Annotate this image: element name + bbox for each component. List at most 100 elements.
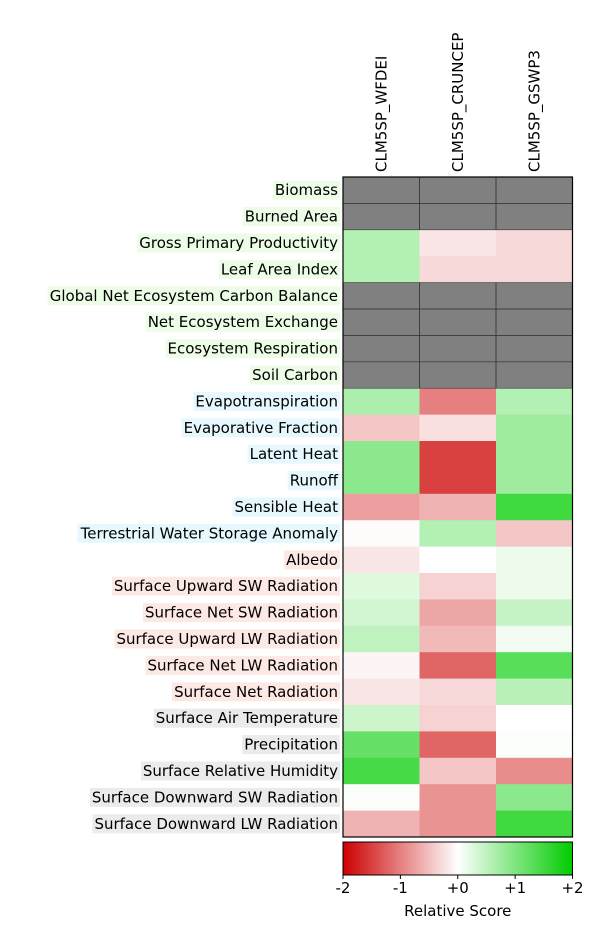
heatmap-cell: [496, 441, 573, 468]
row-label-background: [145, 655, 340, 675]
heatmap-cell: [419, 652, 497, 679]
heatmap-cell: [419, 493, 497, 521]
heatmap-cell: [496, 599, 573, 627]
row-label: Biomass: [275, 181, 338, 199]
row-label: Surface Downward LW Radiation: [94, 815, 338, 833]
heatmap-cell: [343, 652, 420, 679]
row-label: Precipitation: [244, 736, 338, 754]
heatmap-cell: [419, 203, 497, 231]
heatmap-cell: [496, 256, 573, 283]
heatmap-cell: [419, 256, 497, 283]
heatmap-cell: [343, 757, 420, 785]
row-label: Surface Upward LW Radiation: [116, 630, 338, 648]
heatmap-cell: [419, 705, 497, 732]
heatmap-cell: [343, 520, 420, 547]
row-label-background: [92, 814, 340, 834]
heatmap-cell: [343, 731, 420, 759]
row-label-background: [137, 233, 341, 253]
heatmap-cell: [419, 573, 497, 600]
row-label: Burned Area: [245, 208, 338, 226]
column-labels: CLM5SP_WFDEI CLM5SP_CRUNCEP CLM5SP_GSWP3: [372, 33, 544, 172]
heatmap-cell: [496, 625, 573, 653]
heatmap-cell: [496, 705, 573, 732]
row-label-background: [181, 418, 340, 438]
heatmap-cell: [496, 757, 573, 785]
row-label-background: [145, 312, 340, 332]
row-label-background: [114, 629, 340, 649]
row-label: Evapotranspiration: [195, 392, 338, 410]
heatmap-cell: [496, 493, 573, 521]
heatmap-cell: [496, 731, 573, 759]
colorbar-tick-label: +0: [447, 879, 469, 897]
row-label-background: [47, 286, 340, 306]
row-label: Ecosystem Respiration: [168, 340, 338, 358]
row-label: Runoff: [290, 472, 339, 490]
heatmap-cell: [419, 599, 497, 627]
heatmap-cell: [343, 599, 420, 627]
row-label-background: [172, 682, 340, 702]
row-label-background: [153, 708, 340, 728]
row-label: Global Net Ecosystem Carbon Balance: [50, 287, 338, 305]
row-label: Evaporative Fraction: [184, 419, 338, 437]
heatmap-cell: [419, 309, 497, 336]
heatmap-cell: [496, 784, 573, 811]
heatmap-cell: [343, 493, 420, 521]
heatmap-cell: [496, 678, 573, 706]
heatmap-cell: [496, 414, 573, 442]
heatmap-cell: [496, 361, 573, 389]
row-label-background: [142, 603, 340, 623]
row-label-background: [250, 365, 340, 385]
heatmap-cell: [496, 546, 573, 574]
heatmap-cell: [496, 229, 573, 257]
row-label: Albedo: [286, 551, 338, 569]
heatmap-cell: [419, 757, 497, 785]
heatmap-cell: [496, 282, 573, 310]
row-label: Latent Heat: [250, 445, 339, 463]
heatmap-cell: [343, 467, 420, 495]
row-label: Gross Primary Productivity: [139, 234, 338, 252]
heatmap-cells: [343, 177, 573, 838]
row-label-background: [232, 497, 341, 517]
heatmap-cell: [343, 705, 420, 732]
row-label: Surface Upward SW Radiation: [114, 577, 338, 595]
heatmap-cell: [419, 625, 497, 653]
row-label-background: [242, 207, 340, 227]
colorbar-tick-label: -2: [336, 879, 351, 897]
row-label: Leaf Area Index: [221, 260, 338, 278]
row-label: Terrestrial Water Storage Anomaly: [80, 524, 338, 542]
heatmap-cell: [343, 203, 420, 231]
heatmap-cell: [343, 573, 420, 600]
colorbar: -2 -1 +0 +1 +2 Relative Score: [336, 841, 584, 920]
row-label: Sensible Heat: [234, 498, 338, 516]
heatmap-cell: [343, 414, 420, 442]
heatmap-cell: [496, 573, 573, 600]
heatmap-cell: [343, 229, 420, 257]
row-label-background: [247, 444, 341, 464]
heatmap-cell: [343, 388, 420, 415]
heatmap-cell: [419, 282, 497, 310]
heatmap-cell: [343, 810, 420, 838]
heatmap-cell: [419, 335, 497, 363]
row-label-background: [140, 761, 341, 781]
row-labels: Biomass Burned Area Gross Primary Producti…: [47, 180, 341, 834]
heatmap-cell: [343, 361, 420, 389]
colorbar-tick-label: +2: [561, 879, 583, 897]
heatmap-cell: [343, 678, 420, 706]
heatmap-cell: [496, 810, 573, 838]
heatmap-cell: [419, 784, 497, 811]
heatmap-cell: [419, 229, 497, 257]
column-label: CLM5SP_CRUNCEP: [449, 33, 468, 172]
heatmap-cell: [343, 177, 420, 204]
row-label-background: [165, 339, 340, 359]
heatmap-frame: [342, 176, 574, 838]
heatmap-cell: [496, 388, 573, 415]
heatmap-cell: [343, 784, 420, 811]
heatmap-cell: [496, 335, 573, 363]
row-label: Surface Downward SW Radiation: [92, 788, 338, 806]
row-label-background: [284, 550, 340, 570]
row-label: Net Ecosystem Exchange: [148, 313, 338, 331]
row-label: Surface Net SW Radiation: [145, 604, 338, 622]
heatmap-cell: [496, 203, 573, 231]
heatmap-cell: [343, 335, 420, 363]
